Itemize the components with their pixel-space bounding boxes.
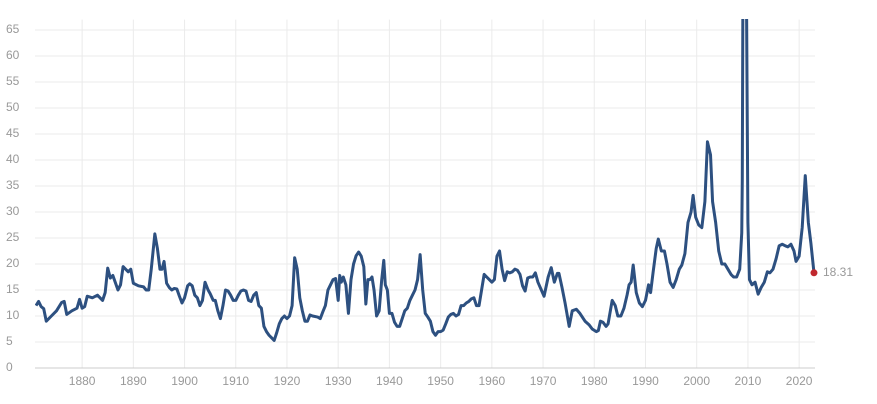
x-tick-label: 2020 [786,374,813,388]
x-tick-label: 1990 [632,374,659,388]
y-tick-label: 55 [6,74,20,88]
x-tick-label: 2010 [735,374,762,388]
y-tick-label: 35 [6,178,20,192]
y-tick-label: 60 [6,48,20,62]
line-series [35,19,816,342]
y-tick-label: 25 [6,230,20,244]
x-tick-label: 2000 [683,374,710,388]
x-tick-label: 1880 [69,374,96,388]
x-tick-label: 1900 [171,374,198,388]
y-tick-label: 10 [6,308,20,322]
y-tick-label: 45 [6,126,20,140]
x-tick-label: 1940 [376,374,403,388]
x-tick-label: 1960 [478,374,505,388]
last-point [810,269,818,277]
y-tick-label: 20 [6,256,20,270]
last-value-label: 18.31 [823,265,853,279]
y-tick-label: 0 [6,360,13,374]
plot-area [35,19,816,342]
y-tick-label: 65 [6,22,20,36]
x-tick-label: 1890 [120,374,147,388]
y-tick-label: 15 [6,282,20,296]
y-tick-label: 50 [6,100,20,114]
x-tick-label: 1910 [222,374,249,388]
x-tick-label: 1980 [581,374,608,388]
x-tick-label: 1950 [427,374,454,388]
y-tick-label: 30 [6,204,20,218]
x-tick-label: 1930 [325,374,352,388]
y-tick-label: 5 [6,334,13,348]
x-tick-label: 1970 [530,374,557,388]
y-tick-label: 40 [6,152,20,166]
x-tick-label: 1920 [274,374,301,388]
